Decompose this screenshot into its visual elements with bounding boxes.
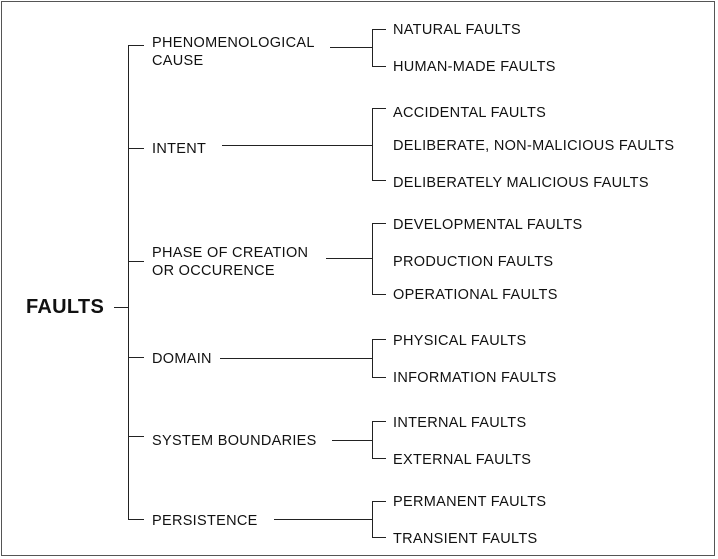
- category-label-line: INTENT: [152, 141, 207, 157]
- leaf-item: PERMANENT FAULTS: [393, 494, 547, 510]
- category-phase-of-creation: PHASE OF CREATION OR OCCURENCE: [152, 244, 308, 280]
- leaf-item: DELIBERATE, NON-MALICIOUS FAULTS: [393, 138, 675, 154]
- leaf-item: EXTERNAL FAULTS: [393, 452, 532, 468]
- category-label-line: DOMAIN: [152, 351, 212, 367]
- leaf-item: ACCIDENTAL FAULTS: [393, 105, 547, 121]
- category-domain: DOMAIN: [152, 350, 212, 368]
- leaf-item: DEVELOPMENTAL FAULTS: [393, 217, 583, 233]
- leaf-item: DELIBERATELY MALICIOUS FAULTS: [393, 175, 649, 191]
- category-label-line: OR OCCURENCE: [152, 263, 275, 279]
- leaf-item: HUMAN-MADE FAULTS: [393, 59, 556, 75]
- leaf-item: INFORMATION FAULTS: [393, 370, 557, 386]
- category-label-line: PHASE OF CREATION: [152, 245, 309, 261]
- leaf-item: PRODUCTION FAULTS: [393, 254, 554, 270]
- leaf-item: NATURAL FAULTS: [393, 22, 522, 38]
- root-label: FAULTS: [26, 296, 105, 318]
- category-intent: INTENT: [152, 140, 206, 158]
- leaf-item: TRANSIENT FAULTS: [393, 531, 538, 547]
- category-label-line: CAUSE: [152, 53, 204, 69]
- category-persistence: PERSISTENCE: [152, 512, 258, 530]
- category-label-line: PERSISTENCE: [152, 513, 258, 529]
- category-label-line: PHENOMENOLOGICAL: [152, 35, 315, 51]
- leaf-item: OPERATIONAL FAULTS: [393, 287, 558, 303]
- leaf-item: INTERNAL FAULTS: [393, 415, 527, 431]
- category-phenomenological-cause: PHENOMENOLOGICAL CAUSE: [152, 34, 315, 70]
- category-label-line: SYSTEM BOUNDARIES: [152, 433, 317, 449]
- leaf-item: PHYSICAL FAULTS: [393, 333, 527, 349]
- category-system-boundaries: SYSTEM BOUNDARIES: [152, 432, 317, 450]
